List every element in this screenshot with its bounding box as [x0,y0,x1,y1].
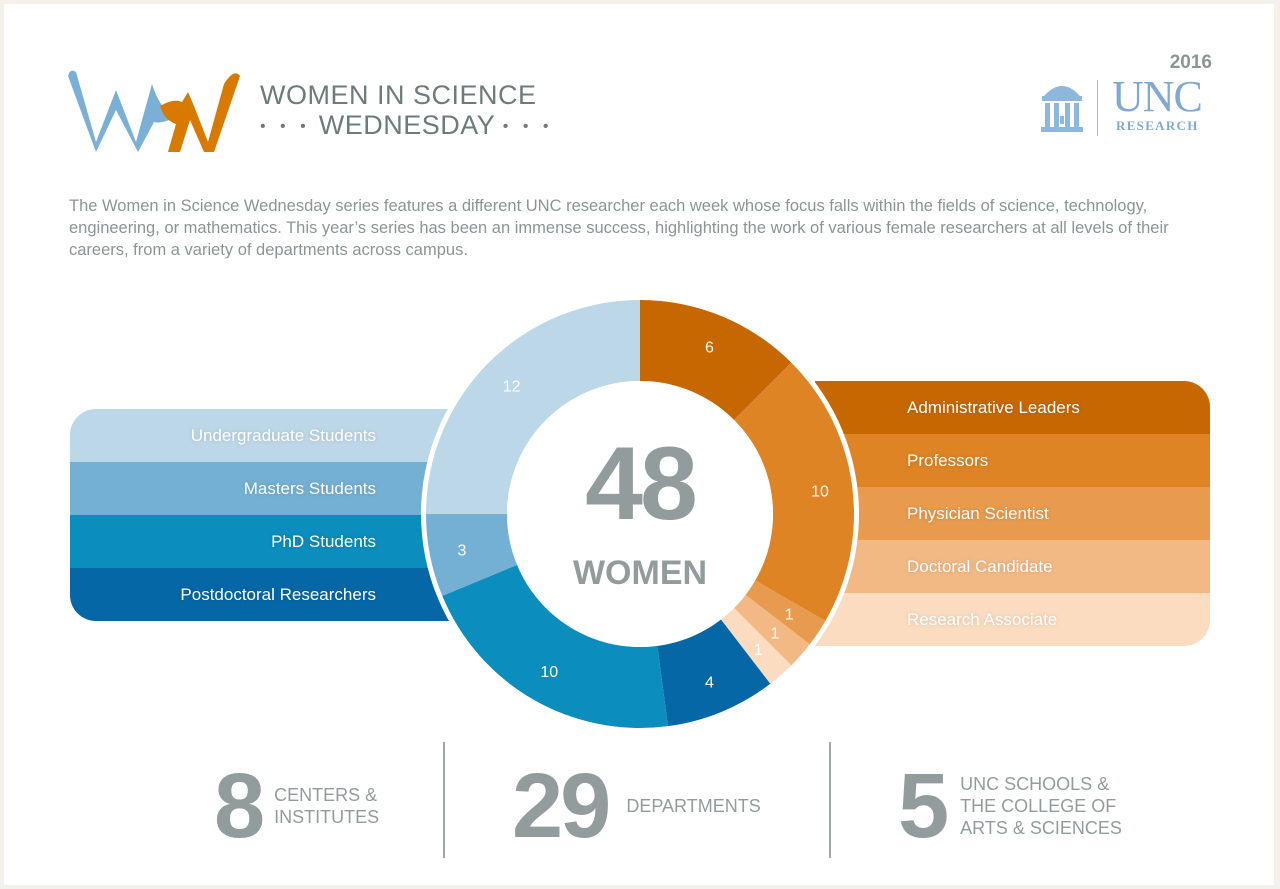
legend-item-professors: Professors [815,434,1210,487]
segment-value-label: 3 [458,542,467,559]
stat-departments: 29 DEPARTMENTS [512,755,761,857]
unc-wordmark: UNC [1112,72,1203,121]
unc-research-label: RESEARCH [1116,118,1199,133]
legend-item-masters: Masters Students [70,462,460,515]
donut-segment [640,300,792,420]
intro-paragraph: The Women in Science Wednesday series fe… [69,197,1169,259]
segment-value-label: 4 [705,675,714,692]
donut-segment [745,580,826,645]
donut-segment [734,362,854,621]
old-well-icon [1041,86,1083,132]
legend-item-undergraduate: Undergraduate Students [70,409,460,462]
logo-divider [1097,80,1098,136]
legend-item-doctoral-candidate: Doctoral Candidate [815,540,1210,593]
legend-item-admin-leaders: Administrative Leaders [815,381,1210,434]
legend-item-research-associate: Research Associate [815,593,1210,646]
stat-divider [443,742,445,858]
total-label: WOMEN [572,554,708,592]
stat-centers: 8 CENTERS & INSTITUTES [214,755,380,857]
donut-segment [734,594,810,666]
segment-value-label: 1 [771,625,780,642]
stat-schools: 5 UNC SCHOOLS & THE COLLEGE OF ARTS & SC… [898,755,1122,857]
donut-segment [657,619,771,727]
stat-divider [829,742,831,858]
segment-value-label: 12 [503,379,521,396]
year-label: 2016 [1169,52,1212,73]
segment-value-label: 6 [705,339,714,356]
wsw-logo-icon [68,70,240,152]
total-count: 48 [585,426,698,542]
segment-value-label: 1 [754,642,763,659]
donut-segment [720,608,792,684]
segment-value-label: 10 [540,664,558,681]
series-title: WOMEN IN SCIENCE • • • WEDNESDAY • • • [260,80,554,140]
donut-segment [426,300,640,514]
segment-value-label: 10 [811,483,829,500]
legend-item-physician-scientist: Physician Scientist [815,487,1210,540]
legend-item-phd: PhD Students [70,515,460,568]
legend-item-postdoc: Postdoctoral Researchers [70,568,460,621]
donut-segment [442,564,668,728]
legend-students: Undergraduate Students Masters Students … [70,409,460,621]
legend-faculty: Administrative Leaders Professors Physic… [815,381,1210,646]
donut-segment [426,514,518,596]
segment-value-label: 1 [785,607,794,624]
